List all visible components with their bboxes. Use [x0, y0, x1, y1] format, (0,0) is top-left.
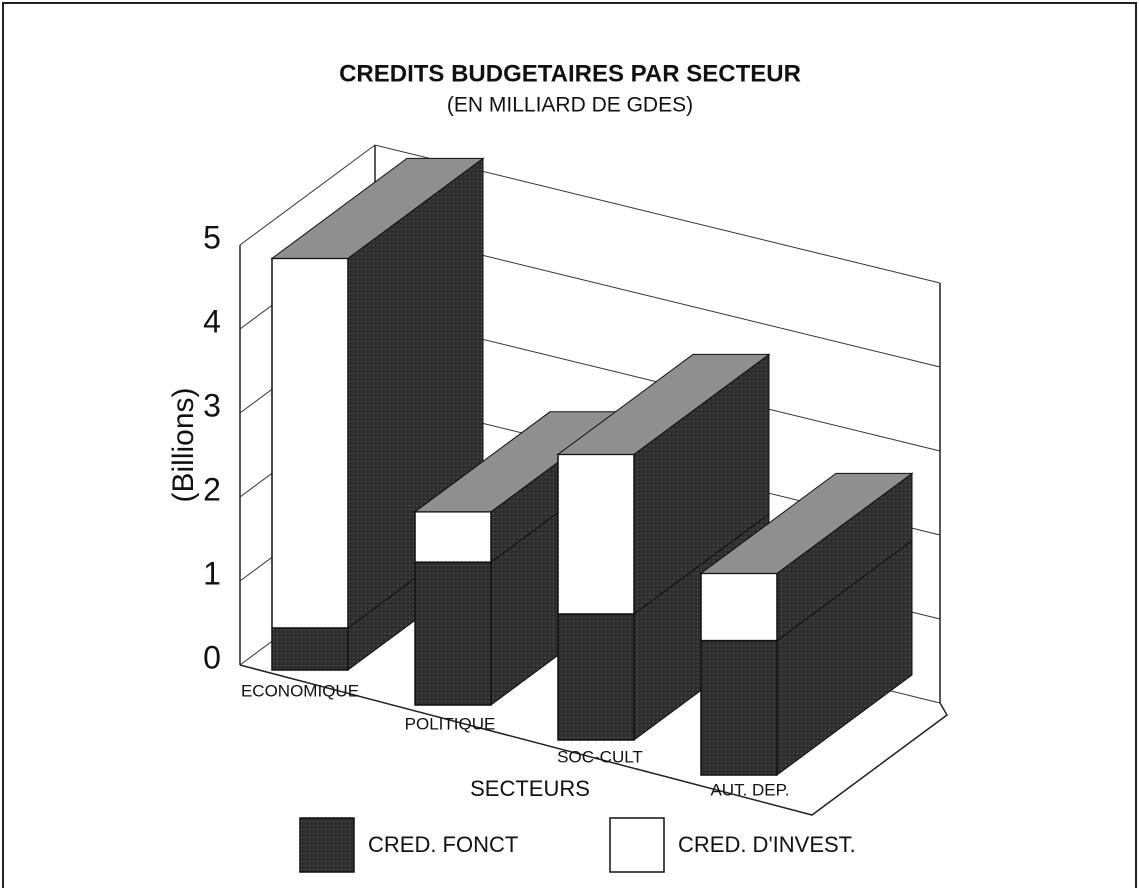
bar-front: [414, 561, 492, 706]
legend-swatch: [609, 817, 665, 873]
legend-swatch: [299, 817, 355, 873]
y-tick-label: 4: [203, 303, 221, 339]
bar-front: [271, 627, 349, 671]
bar-top: [699, 472, 914, 574]
bar-front: [557, 453, 635, 615]
x-tick-label: ECONOMIQUE: [241, 681, 359, 700]
bar-top: [270, 157, 485, 259]
grid-line: [239, 144, 941, 284]
floor-edge: [239, 664, 948, 816]
bar-top: [556, 353, 771, 455]
bar-front: [700, 572, 778, 642]
y-axis-label: (Billions): [167, 387, 200, 502]
chart-subtitle: (EN MILLIARD DE GDES): [447, 94, 693, 117]
y-tick-label: 0: [203, 639, 221, 675]
legend-label: CRED. D'INVEST.: [678, 832, 856, 857]
chart-title: CREDITS BUDGETAIRES PAR SECTEUR: [339, 60, 801, 87]
y-tick-label: 5: [203, 219, 221, 255]
bar-front: [414, 511, 492, 563]
y-tick-label: 2: [203, 471, 221, 507]
bar-front: [557, 613, 635, 741]
x-tick-label: AUT. DEP.: [710, 780, 789, 799]
y-tick-label: 3: [203, 387, 221, 423]
bar-front: [271, 257, 349, 629]
legend-label: CRED. FONCT: [368, 832, 518, 857]
x-tick-label: POLITIQUE: [405, 714, 496, 733]
bar-front: [700, 639, 778, 776]
y-tick-label: 1: [203, 555, 221, 591]
x-axis-label: SECTEURS: [470, 776, 590, 801]
x-tick-label: SOC-CULT: [557, 747, 643, 766]
